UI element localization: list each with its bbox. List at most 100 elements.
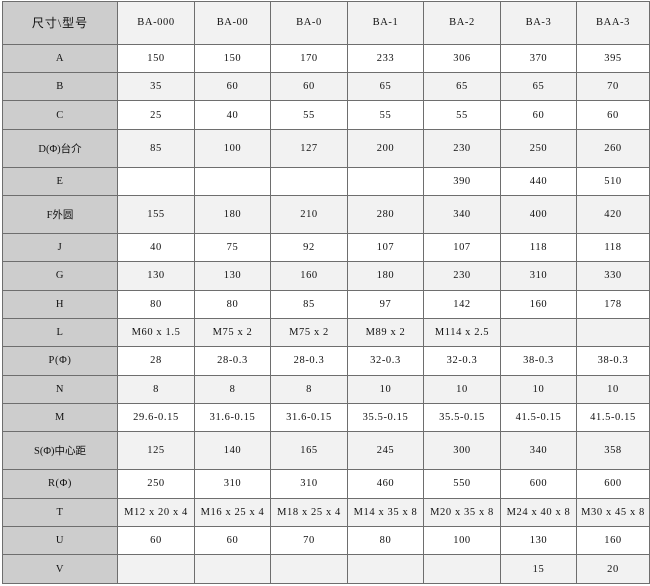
table-cell — [194, 554, 271, 584]
table-cell: 160 — [270, 261, 348, 291]
table-cell: 230 — [423, 128, 501, 168]
row-label: H — [2, 289, 118, 319]
table-row: S(Φ)中心距 125 140 165 245 300 340 358 — [2, 431, 650, 471]
table-cell: 80 — [347, 525, 424, 556]
table-cell: 75 — [194, 232, 271, 263]
table-cell: 250 — [117, 469, 195, 499]
table-cell: 70 — [270, 525, 348, 556]
table-cell: 420 — [576, 194, 650, 234]
table-cell: M75 x 2 — [270, 317, 348, 348]
column-header-ba-1: BA-1 — [347, 1, 424, 45]
table-cell: 245 — [347, 431, 424, 471]
table-cell: 180 — [194, 194, 271, 234]
table-cell: M30 x 45 x 8 — [576, 497, 650, 527]
table-cell: 40 — [117, 232, 195, 263]
table-cell: M14 x 35 x 8 — [347, 497, 424, 527]
table-cell — [500, 317, 577, 348]
column-header-ba-2: BA-2 — [423, 1, 501, 45]
table-cell — [347, 554, 424, 584]
table-cell: M18 x 25 x 4 — [270, 497, 348, 527]
table-cell: 550 — [423, 469, 501, 499]
table-cell: 178 — [576, 289, 650, 319]
table-cell: 60 — [194, 71, 271, 102]
table-cell: 60 — [576, 100, 650, 130]
table-row: J 40 75 92 107 107 118 118 — [2, 232, 650, 263]
table-cell: 150 — [117, 43, 195, 73]
table-cell: 600 — [500, 469, 577, 499]
table-cell: 80 — [194, 289, 271, 319]
table-row: R(Φ) 250 310 310 460 550 600 600 — [2, 469, 650, 499]
table-cell: 310 — [194, 469, 271, 499]
table-cell: 38-0.3 — [500, 346, 577, 376]
table-cell: 29.6-0.15 — [117, 403, 195, 433]
row-label: T — [2, 497, 118, 527]
table-cell: 260 — [576, 128, 650, 168]
table-cell: 20 — [576, 554, 650, 584]
table-cell: 85 — [117, 128, 195, 168]
table-cell: 10 — [423, 374, 501, 405]
row-label: C — [2, 100, 118, 130]
table-cell: 125 — [117, 431, 195, 471]
table-header-row: 尺寸\型号 BA-000 BA-00 BA-0 BA-1 BA-2 BA-3 BAA-3 — [2, 1, 650, 45]
row-label: J — [2, 232, 118, 263]
table-cell — [194, 166, 271, 196]
table-cell: 250 — [500, 128, 577, 168]
table-cell: 10 — [347, 374, 424, 405]
table-corner-header: 尺寸\型号 — [2, 1, 118, 45]
table-cell: 15 — [500, 554, 577, 584]
table-cell: 60 — [500, 100, 577, 130]
table-cell: 41.5-0.15 — [500, 403, 577, 433]
table-cell: 510 — [576, 166, 650, 196]
table-cell: 140 — [194, 431, 271, 471]
table-cell: 330 — [576, 261, 650, 291]
table-cell: 170 — [270, 43, 348, 73]
row-label: V — [2, 554, 118, 584]
table-row: E 390 440 510 — [2, 166, 650, 196]
table-row: V 15 20 — [2, 554, 650, 584]
table-row: B 35 60 60 65 65 65 70 — [2, 71, 650, 102]
table-cell: 370 — [500, 43, 577, 73]
table-cell: 60 — [117, 525, 195, 556]
row-label: N — [2, 374, 118, 405]
column-header-ba-00: BA-00 — [194, 1, 271, 45]
table-row: P(Φ) 28 28-0.3 28-0.3 32-0.3 32-0.3 38-0.3 38-0… — [2, 346, 650, 376]
row-label: D(Φ)台介 — [2, 128, 118, 168]
table-cell: M114 x 2.5 — [423, 317, 501, 348]
table-cell: 200 — [347, 128, 424, 168]
table-cell: 100 — [423, 525, 501, 556]
table-cell: 306 — [423, 43, 501, 73]
row-label: S(Φ)中心距 — [2, 431, 118, 471]
row-label: L — [2, 317, 118, 348]
column-header-ba-000: BA-000 — [117, 1, 195, 45]
table-cell — [423, 554, 501, 584]
row-label: E — [2, 166, 118, 196]
table-cell: 55 — [347, 100, 424, 130]
table-cell: M16 x 25 x 4 — [194, 497, 271, 527]
table-cell: 160 — [500, 289, 577, 319]
table-row: F外圆 155 180 210 280 340 400 420 — [2, 194, 650, 234]
table-cell: 165 — [270, 431, 348, 471]
table-cell: 233 — [347, 43, 424, 73]
table-cell: 65 — [423, 71, 501, 102]
table-cell: 40 — [194, 100, 271, 130]
row-label: R(Φ) — [2, 469, 118, 499]
row-label: G — [2, 261, 118, 291]
table-cell: 10 — [576, 374, 650, 405]
table-cell: 118 — [500, 232, 577, 263]
table-row: G 130 130 160 180 230 310 330 — [2, 261, 650, 291]
table-cell: 28-0.3 — [194, 346, 271, 376]
column-header-ba-0: BA-0 — [270, 1, 348, 45]
table-cell: 118 — [576, 232, 650, 263]
table-cell: 300 — [423, 431, 501, 471]
table-cell: 358 — [576, 431, 650, 471]
table-cell: 600 — [576, 469, 650, 499]
row-label: F外圆 — [2, 194, 118, 234]
table-cell: 32-0.3 — [423, 346, 501, 376]
table-row: A 150 150 170 233 306 370 395 — [2, 43, 650, 73]
column-header-baa-3: BAA-3 — [576, 1, 650, 45]
table-cell: 25 — [117, 100, 195, 130]
table-cell: 340 — [423, 194, 501, 234]
table-cell: M60 x 1.5 — [117, 317, 195, 348]
table-cell: 107 — [347, 232, 424, 263]
